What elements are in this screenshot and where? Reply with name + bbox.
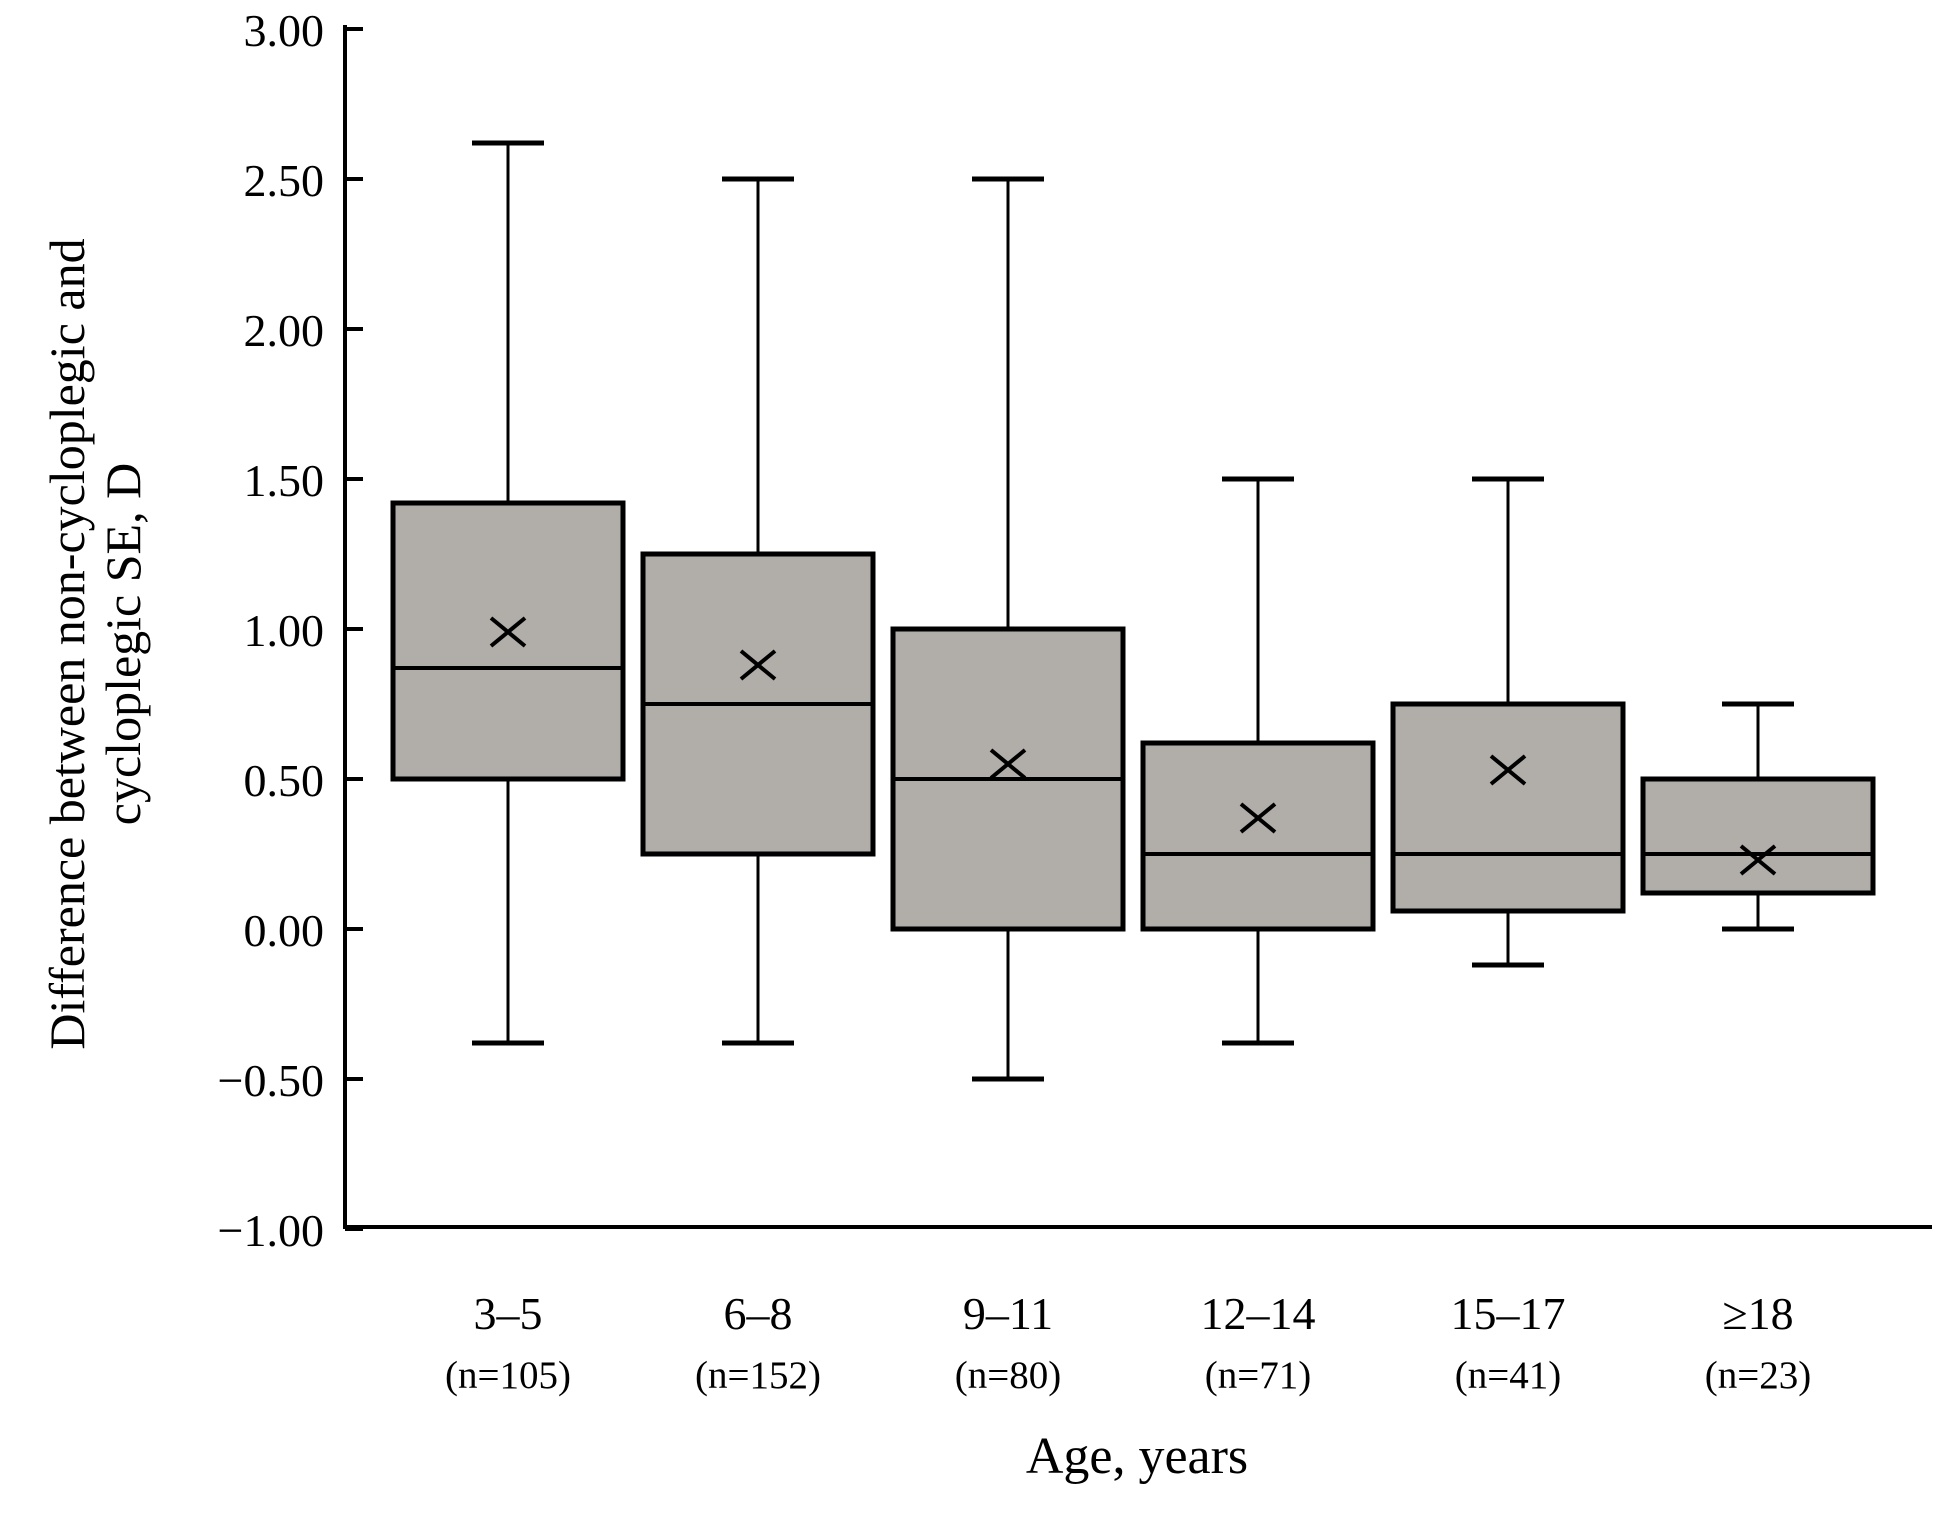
category-n-label-4: (n=41) <box>1454 1354 1562 1397</box>
box-rect-4 <box>1390 701 1626 914</box>
ytick-label-2: 2.00 <box>243 305 325 356</box>
mean-x-marker-3 <box>1239 802 1277 834</box>
category-label-2: 9–11 <box>962 1288 1054 1339</box>
category-n-label-2: (n=80) <box>954 1354 1062 1397</box>
box-rect-5 <box>1640 776 1876 896</box>
axes <box>343 25 1932 1231</box>
category-label-0: 3–5 <box>473 1288 543 1339</box>
mean-x-marker-0 <box>489 616 527 648</box>
ytick-label-5: 0.50 <box>243 755 325 806</box>
x-axis-title: Age, years <box>1025 1428 1249 1485</box>
category-label-5: ≥18 <box>1722 1288 1794 1339</box>
mean-x-marker-1 <box>739 649 777 681</box>
box-group-2 <box>890 176 1126 1082</box>
mean-x-marker-2 <box>989 748 1027 780</box>
box-group-5 <box>1640 701 1876 932</box>
category-label-3: 12–14 <box>1200 1288 1316 1339</box>
category-n-label-3: (n=71) <box>1204 1354 1312 1397</box>
box-group-3 <box>1140 476 1376 1046</box>
ytick-label-6: 0.00 <box>243 905 325 956</box>
box-group-0 <box>390 140 626 1046</box>
ytick-label-4: 1.00 <box>243 605 325 656</box>
box-group-1 <box>640 176 876 1046</box>
box-rect-0 <box>390 500 626 782</box>
category-label-1: 6–8 <box>723 1288 793 1339</box>
ytick-label-3: 1.50 <box>243 455 325 506</box>
category-n-label-0: (n=105) <box>445 1354 571 1397</box>
category-label-4: 15–17 <box>1450 1288 1566 1339</box>
ytick-label-1: 2.50 <box>243 155 325 206</box>
mean-x-marker-4 <box>1489 754 1527 786</box>
category-n-label-1: (n=152) <box>695 1354 821 1397</box>
ytick-label-8: −1.00 <box>217 1205 324 1256</box>
box-group-4 <box>1390 476 1626 968</box>
ytick-label-0: 3.00 <box>243 5 325 56</box>
category-n-label-5: (n=23) <box>1704 1354 1812 1397</box>
mean-x-marker-5 <box>1739 844 1777 876</box>
ytick-label-7: −0.50 <box>217 1055 324 1106</box>
box-rect-3 <box>1140 740 1376 932</box>
